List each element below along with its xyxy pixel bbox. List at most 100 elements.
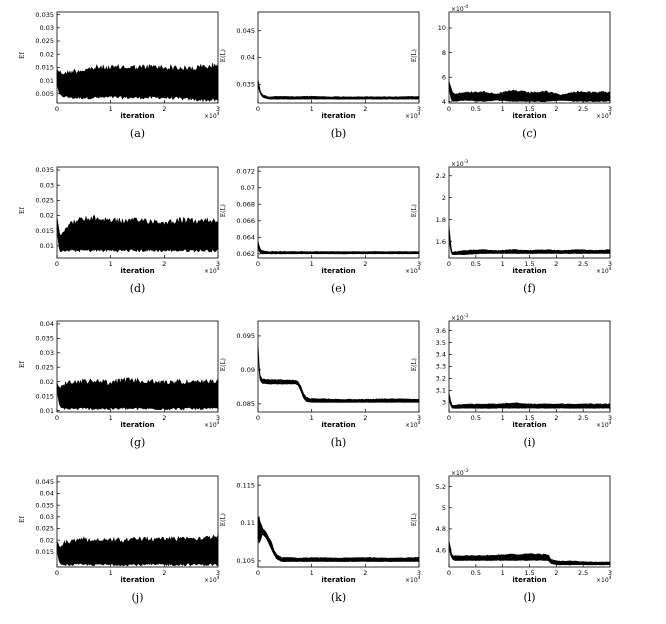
x-tick-label: 0: [256, 105, 260, 113]
y-tick-label: 0.066: [236, 217, 255, 225]
y-tick-label: 0.02: [40, 212, 54, 220]
x-tick-label: 0.5: [471, 260, 481, 268]
x-tick-label: 0.5: [471, 569, 481, 577]
y-axis-label: Ef: [19, 52, 26, 59]
y-tick-label: 3.3: [436, 363, 446, 371]
x-tick-label: 3: [216, 260, 220, 268]
panel-caption: (c): [522, 127, 537, 140]
x-tick-label: 3: [417, 105, 421, 113]
y-axis-label: E(L): [220, 204, 227, 217]
y-tick-label: 3: [442, 399, 446, 407]
x-tick-label: 1.5: [524, 414, 534, 422]
x-axis-label: iteration: [512, 112, 546, 120]
x-tick-label: 2: [363, 105, 367, 113]
x-tick-label: 0.5: [471, 414, 481, 422]
y-tick-label: 0.064: [236, 234, 255, 242]
y-tick-label: 0.015: [35, 392, 54, 400]
y-tick-label: 3.6: [436, 327, 446, 335]
y-tick-label: 0.01: [40, 242, 54, 250]
panel-caption: (i): [523, 436, 535, 449]
y-axis-label: E(L): [220, 49, 227, 62]
chart-panel-l: 0 0.5 1 1.5 2 2.5 3 4.6 4.8 5 5.2 ×10-3 ×104 iteratio…: [411, 468, 612, 604]
x-axis-label: iteration: [321, 112, 355, 120]
y-tick-label: 0.01: [40, 407, 54, 415]
x-tick-label: 0.5: [471, 105, 481, 113]
x-scale-label: ×104: [596, 266, 612, 275]
x-tick-label: 1: [109, 260, 113, 268]
y-scale-label: ×10-3: [451, 468, 468, 477]
x-scale-label: ×104: [405, 111, 421, 120]
x-tick-label: 0: [447, 105, 451, 113]
x-axis-label: iteration: [120, 576, 154, 584]
series-envelope: [257, 241, 420, 255]
x-tick-label: 0: [256, 260, 260, 268]
y-tick-label: 3.2: [436, 375, 446, 383]
x-tick-label: 1: [310, 260, 314, 268]
y-tick-label: 0.025: [35, 197, 54, 205]
y-tick-label: 0.015: [35, 64, 54, 72]
x-axis-label: iteration: [321, 267, 355, 275]
x-tick-label: 3: [608, 414, 612, 422]
chart-panel-e: 0 1 2 3 0.062 0.064 0.066 0.068 0.07 0.072 ×104 ite…: [220, 166, 421, 295]
x-scale-label: ×104: [204, 111, 220, 120]
x-tick-label: 1: [310, 569, 314, 577]
x-tick-label: 3: [216, 414, 220, 422]
axes-frame: [257, 11, 420, 104]
y-tick-label: 4: [442, 98, 446, 106]
y-axis-label: E(L): [411, 358, 418, 371]
panel-caption: (d): [130, 282, 146, 295]
x-tick-label: 1: [109, 414, 113, 422]
x-scale-label: ×104: [204, 420, 220, 429]
series-envelope: [448, 541, 611, 566]
x-tick-label: 1: [310, 105, 314, 113]
y-tick-label: 0.03: [40, 181, 54, 189]
panel-caption: (l): [523, 591, 535, 604]
series-envelope: [56, 63, 219, 103]
x-axis-label: iteration: [512, 421, 546, 429]
y-tick-label: 0.015: [35, 227, 54, 235]
x-tick-label: 2.5: [578, 414, 588, 422]
x-scale-label: ×104: [204, 575, 220, 584]
chart-panel-a: 0 1 2 3 0.005 0.01 0.015 0.02 0.025 0.03 0.035 ×104…: [19, 11, 220, 140]
x-tick-label: 2: [363, 414, 367, 422]
panel-caption: (h): [331, 436, 347, 449]
chart-panel-i: 0 0.5 1 1.5 2 2.5 3 3 3.1 3.2 3.3 3.4 3.5 3.6 ×10-3 ×10…: [411, 313, 612, 449]
axes-frame: [56, 475, 219, 568]
axes-frame: [56, 320, 219, 413]
x-axis-label: iteration: [512, 267, 546, 275]
x-tick-label: 1: [310, 414, 314, 422]
chart-panel-j: 0 1 2 3 0.015 0.02 0.025 0.03 0.035 0.04 0.045 ×104…: [19, 475, 220, 604]
x-tick-label: 1.5: [524, 260, 534, 268]
series-envelope: [56, 215, 219, 253]
y-tick-label: 0.015: [35, 548, 54, 556]
x-scale-label: ×104: [596, 420, 612, 429]
y-tick-label: 3.1: [436, 387, 446, 395]
y-tick-label: 3.5: [436, 339, 446, 347]
panel-caption: (b): [331, 127, 347, 140]
x-tick-label: 3: [608, 105, 612, 113]
y-tick-label: 1.8: [436, 216, 446, 224]
chart-panel-k: 0 1 2 3 0.105 0.11 0.115 ×104 iteration E(L) (k): [220, 475, 421, 604]
x-scale-label: ×104: [596, 111, 612, 120]
x-tick-label: 2: [554, 569, 558, 577]
y-tick-label: 10: [438, 24, 446, 32]
series-envelope: [56, 534, 219, 567]
x-tick-label: 1: [501, 569, 505, 577]
y-tick-label: 0.072: [236, 167, 255, 175]
chart-panel-c: 0 0.5 1 1.5 2 2.5 3 4 6 8 10 ×10-4 ×104 iteration E(L)…: [411, 4, 612, 140]
y-scale-label: ×10-3: [451, 159, 468, 168]
y-tick-label: 2: [442, 194, 446, 202]
y-tick-label: 0.035: [35, 501, 54, 509]
panel-caption: (g): [130, 436, 146, 449]
axes-frame: [448, 166, 611, 259]
axes-frame: [257, 475, 420, 568]
chart-panel-h: 0 1 2 3 0.085 0.09 0.095 ×104 iteration E(L) (h): [220, 320, 421, 449]
y-tick-label: 0.02: [40, 378, 54, 386]
x-tick-label: 3: [216, 569, 220, 577]
y-tick-label: 0.035: [236, 80, 255, 88]
y-tick-label: 0.02: [40, 536, 54, 544]
y-tick-label: 0.03: [40, 24, 54, 32]
axes-frame: [448, 320, 611, 413]
x-tick-label: 3: [216, 105, 220, 113]
